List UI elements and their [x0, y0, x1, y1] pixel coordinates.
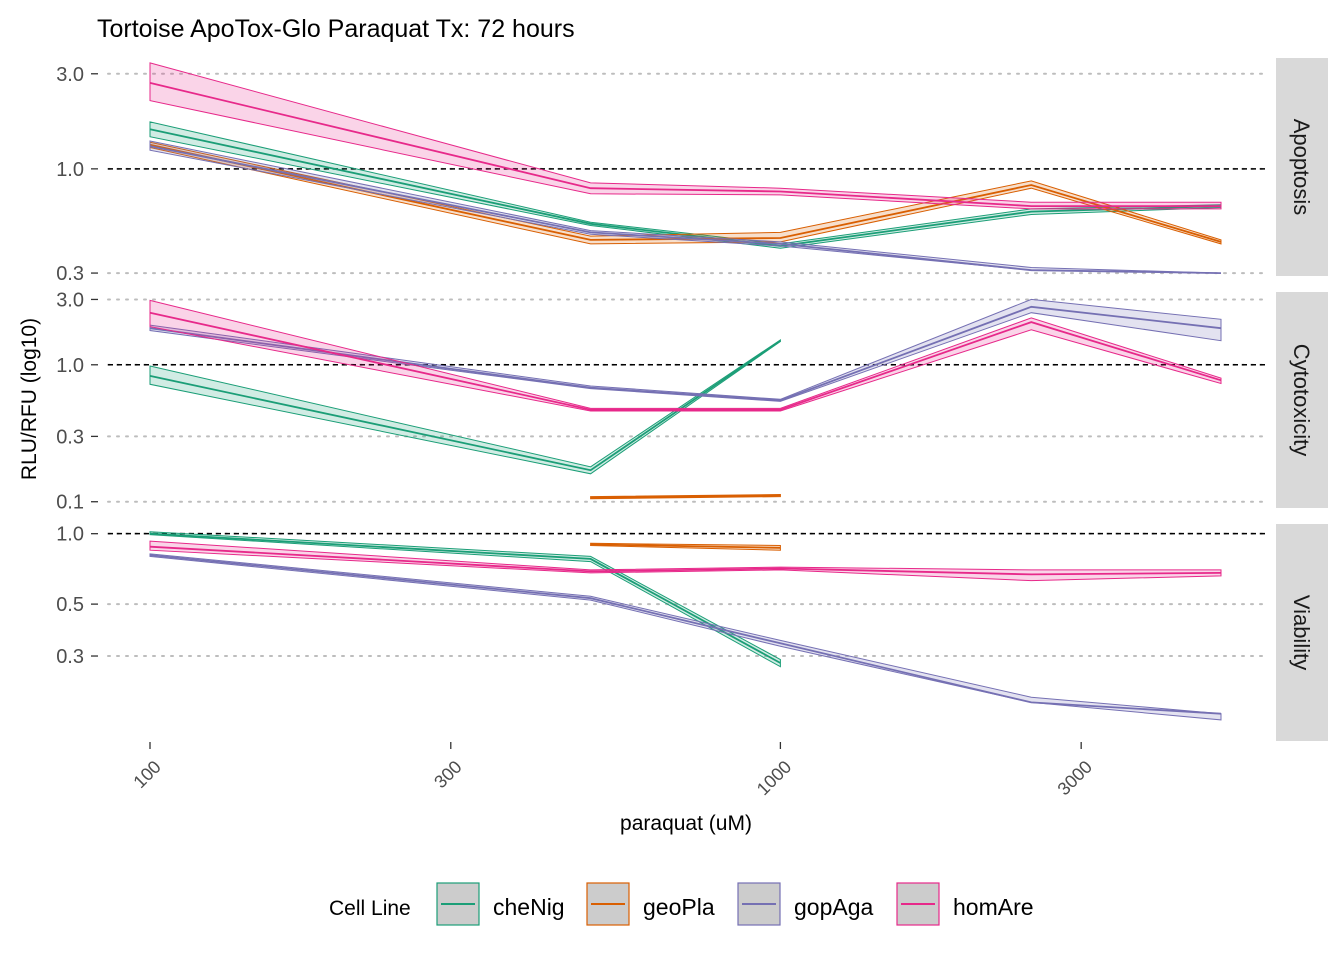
legend-entry-gopAga: gopAga [737, 882, 874, 926]
series-line-cheNig [149, 339, 781, 472]
y-tick-label: 3.0 [56, 289, 84, 311]
y-tick-label: 1.0 [56, 355, 84, 377]
legend-entry-cheNig: cheNig [436, 882, 565, 926]
legend-title: Cell Line [329, 897, 411, 920]
facet-strip [1276, 524, 1328, 741]
x-tick-label: 300 [430, 757, 465, 792]
y-tick-label: 0.5 [56, 594, 84, 616]
y-tick-label: 0.3 [56, 426, 84, 448]
ribbon-geoPla [149, 141, 1222, 245]
series-line-gopAga [149, 145, 1222, 274]
y-tick-label: 0.1 [56, 492, 84, 514]
ribbon-gopAga [149, 298, 1222, 402]
x-axis-title: paraquat (uM) [620, 812, 752, 835]
y-tick-label: 1.0 [56, 159, 84, 181]
y-tick-label: 3.0 [56, 64, 84, 86]
legend-label-geoPla: geoPla [643, 894, 715, 920]
legend-label-cheNig: cheNig [493, 894, 565, 920]
facet-strip [1276, 58, 1328, 276]
series-line-gopAga [149, 305, 1222, 402]
x-tick-label: 100 [129, 757, 164, 792]
legend-entry-geoPla: geoPla [586, 882, 715, 926]
facet-strip-label: Viability [1289, 595, 1314, 670]
ribbon-gopAga [149, 553, 1222, 721]
y-tick-label: 1.0 [56, 524, 84, 546]
ribbon-homAre [149, 540, 1222, 582]
legend-label-homAre: homAre [953, 894, 1034, 920]
series-line-geoPla [590, 543, 781, 549]
facet-strip [1276, 292, 1328, 508]
legend-label-gopAga: gopAga [794, 894, 874, 920]
legend: Cell Line cheNig geoPla gopAga homAre [329, 882, 1034, 926]
y-tick-label: 0.3 [56, 646, 84, 668]
panels-group: 0.3 1.0 3.0 Apoptosis 0.1 0.3 1.0 3.0 Cytotoxici… [56, 58, 1328, 741]
ribbon-cheNig [149, 338, 781, 475]
facet-strip-label: Cytotoxicity [1289, 344, 1314, 456]
y-axis-title: RLU/RFU (log10) [18, 318, 41, 480]
series-line-geoPla [590, 494, 781, 499]
x-tick-label: 3000 [1054, 757, 1096, 799]
series-line-gopAga [149, 554, 1222, 715]
series-line-homAre [149, 311, 1222, 411]
panel-viability: 0.3 0.5 1.0 Viability [56, 524, 1328, 741]
x-tick-label: 1000 [753, 757, 795, 799]
ribbon-homAre [149, 62, 1222, 210]
series-line-homAre [149, 545, 1222, 576]
series-line-homAre [149, 82, 1221, 208]
ribbon-homAre [149, 299, 1222, 412]
panel-apoptosis: 0.3 1.0 3.0 Apoptosis [56, 58, 1328, 285]
series-line-geoPla [149, 143, 1222, 243]
x-axis: 100 300 1000 3000 [129, 742, 1096, 799]
y-tick-label: 0.3 [56, 263, 84, 285]
chart-title: Tortoise ApoTox-Glo Paraquat Tx: 72 hour… [97, 15, 575, 43]
legend-entry-homAre: homAre [896, 882, 1034, 926]
facet-strip-label: Apoptosis [1289, 119, 1314, 216]
panel-cytotoxicity: 0.1 0.3 1.0 3.0 Cytotoxicity [56, 289, 1328, 514]
ribbon-cheNig [149, 531, 781, 668]
